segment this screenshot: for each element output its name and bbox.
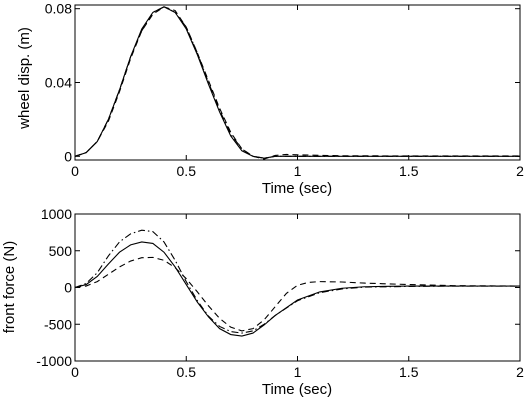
y-tick-label: 500 xyxy=(49,243,73,259)
y-tick-label: 0 xyxy=(64,148,72,164)
x-tick-label: 2 xyxy=(516,364,524,380)
ticks-bottom: 0 0.5 1 1.5 2 1000 500 0 -500 -1000 xyxy=(36,206,524,380)
x-tick-label: 0.5 xyxy=(177,364,197,380)
y-tick-label: 0 xyxy=(64,280,72,296)
plot-frame-bottom xyxy=(74,213,521,362)
x-tick-label: 2 xyxy=(516,163,524,179)
ticks-top: 0 0.5 1 1.5 2 0 0.04 0.08 xyxy=(45,1,524,179)
y-axis-label-top: wheel disp. (m) xyxy=(16,27,33,130)
x-tick-label: 1.5 xyxy=(399,163,419,179)
x-tick-label: 0 xyxy=(71,364,79,380)
x-axis-label-bottom: Time (sec) xyxy=(262,381,332,398)
x-tick-label: 0.5 xyxy=(177,163,197,179)
series-line-dashdot xyxy=(74,6,520,159)
x-tick-label: 1.5 xyxy=(399,364,419,380)
series-line-dashdot xyxy=(74,229,520,334)
series-line-solid xyxy=(74,241,520,337)
wheel-displacement-plot: 0 0.5 1 1.5 2 0 0.04 0.08 Time (sec) wheel disp… xyxy=(16,1,524,197)
y-tick-label: -500 xyxy=(44,316,72,332)
series-line-dashed xyxy=(74,256,521,332)
front-force-plot: 0 0.5 1 1.5 2 1000 500 0 -500 -1000 Time (sec) fr… xyxy=(1,206,524,398)
x-axis-label-top: Time (sec) xyxy=(262,180,332,197)
y-tick-label: 1000 xyxy=(41,206,72,222)
y-tick-label: -1000 xyxy=(36,353,72,369)
series-line-solid xyxy=(74,6,520,159)
y-tick-label: 0.08 xyxy=(45,1,72,17)
series-group-bottom xyxy=(74,229,521,337)
x-tick-label: 1 xyxy=(294,364,302,380)
y-axis-label-bottom: front force (N) xyxy=(1,241,18,334)
series-group-top xyxy=(74,6,520,160)
series-line-dashed xyxy=(74,6,520,160)
x-tick-label: 0 xyxy=(71,163,79,179)
x-tick-label: 1 xyxy=(294,163,302,179)
y-tick-label: 0.04 xyxy=(45,75,72,91)
